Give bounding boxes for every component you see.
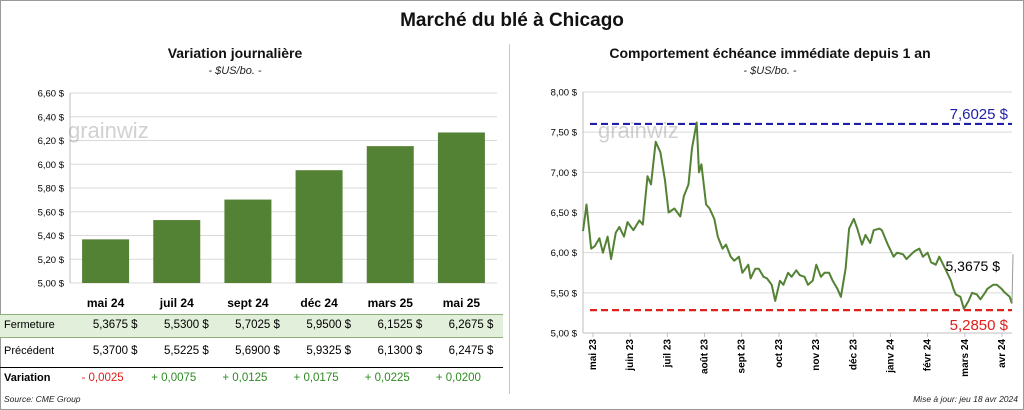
table-row-previous: Précédent 5,3700 $ 5,5225 $ 5,6900 $ 5,9… (0, 341, 503, 363)
bar-y-tick-label: 5,80 $ (38, 184, 65, 195)
line-x-tick-label: mai 23 (588, 339, 599, 371)
close-cell: 5,3675 $ (92, 319, 138, 331)
bar-y-tick-label: 6,20 $ (38, 136, 65, 147)
close-cell: 6,2675 $ (448, 319, 494, 331)
low-value-label: 5,2850 $ (950, 317, 1009, 334)
change-cell: + 0,0225 (364, 372, 410, 384)
bar-y-tick-label: 6,40 $ (38, 112, 65, 123)
row-label-previous: Précédent (4, 345, 55, 357)
line-x-tick-label: nov 23 (811, 339, 822, 371)
last-price-leader (1011, 254, 1014, 304)
previous-cell: 5,9325 $ (306, 345, 352, 357)
line-y-tick-label: 6,50 $ (551, 208, 578, 219)
high-value-label: 7,6025 $ (950, 106, 1009, 123)
right-chart-title: Comportement échéance immédiate depuis 1… (609, 45, 931, 61)
change-cell: + 0,0075 (151, 372, 197, 384)
bar-x-tick-label: mai 25 (443, 296, 481, 310)
previous-cell: 6,1300 $ (377, 345, 423, 357)
close-cell: 5,9500 $ (306, 319, 352, 331)
bar (224, 199, 272, 283)
table-row-close: Fermeture 5,3675 $ 5,5300 $ 5,7025 $ 5,9… (0, 314, 503, 338)
bar-chart: 5,00 $ 5,20 $ 5,40 $ 5,60 $ 5,80 $ 6,00 $ 6,20… (38, 89, 497, 310)
panel-divider (509, 44, 510, 394)
line-chart: 5,00 $ 5,50 $ 6,00 $ 6,50 $ 7,00 $ 7,50 $ 8,00… (551, 88, 1014, 377)
change-cell: - 0,0025 (81, 372, 124, 384)
line-y-tick-label: 5,00 $ (551, 329, 578, 340)
line-y-tick-label: 5,50 $ (551, 288, 578, 299)
left-chart-unit: - $US/bo. - (208, 65, 262, 77)
line-x-tick-label: août 23 (700, 339, 711, 374)
line-y-tick-label: 6,00 $ (551, 248, 578, 259)
price-series-line (582, 121, 1013, 310)
update-note: Mise à jour: jeu 18 avr 2024 (913, 394, 1018, 404)
previous-cell: 5,3700 $ (92, 345, 138, 357)
line-x-tick-label: avr 24 (997, 339, 1008, 368)
line-x-tick-label: sept 23 (737, 339, 748, 374)
bar-y-tick-label: 5,40 $ (38, 231, 65, 242)
right-chart-unit: - $US/bo. - (743, 65, 797, 77)
bar-y-tick-label: 5,60 $ (38, 207, 65, 218)
line-x-tick-label: oct 23 (774, 339, 785, 368)
bar (295, 170, 343, 283)
line-x-tick-label: févr 24 (923, 339, 934, 372)
line-x-tick-label: juil 23 (662, 339, 673, 369)
row-label-close: Fermeture (4, 319, 55, 331)
previous-cell: 5,6900 $ (235, 345, 280, 357)
line-y-tick-label: 7,00 $ (551, 168, 578, 179)
bar-x-tick-label: mars 25 (368, 296, 414, 310)
line-x-tick-label: déc 23 (848, 339, 859, 371)
previous-cell: 5,5225 $ (163, 345, 209, 357)
close-cell: 5,5300 $ (163, 319, 209, 331)
bar-x-tick-label: déc 24 (300, 296, 338, 310)
close-cell: 6,1525 $ (377, 319, 423, 331)
line-y-tick-label: 8,00 $ (551, 88, 578, 99)
change-cell: + 0,0125 (222, 372, 268, 384)
row-label-change: Variation (4, 372, 51, 384)
page-title: Marché du blé à Chicago (400, 10, 624, 31)
change-cell: + 0,0200 (435, 372, 481, 384)
previous-cell: 6,2475 $ (448, 345, 494, 357)
bar-y-tick-label: 5,20 $ (38, 255, 65, 266)
table-row-change: Variation - 0,0025 + 0,0075 + 0,0125 + 0… (0, 367, 503, 390)
bar (82, 239, 130, 283)
bar-x-tick-label: juil 24 (159, 296, 194, 310)
line-x-tick-label: mars 24 (960, 339, 971, 377)
close-cell: 5,7025 $ (235, 319, 280, 331)
source-note: Source: CME Group (4, 394, 81, 404)
last-value-label: 5,3675 $ (946, 258, 1001, 274)
left-chart-title: Variation journalière (167, 45, 303, 61)
line-y-tick-label: 7,50 $ (551, 128, 578, 139)
bar-watermark: grainwiz (68, 118, 149, 143)
bar-y-tick-label: 6,00 $ (38, 160, 65, 171)
line-x-tick-label: janv 24 (885, 339, 896, 374)
bar (437, 132, 485, 283)
bar-x-tick-label: sept 24 (227, 296, 269, 310)
bar-x-tick-label: mai 24 (87, 296, 125, 310)
bar-y-tick-label: 5,00 $ (38, 279, 65, 290)
bar (366, 146, 414, 283)
line-watermark: grainwiz (598, 118, 679, 143)
change-cell: + 0,0175 (293, 372, 339, 384)
line-x-tick-label: juin 23 (625, 339, 636, 372)
bar-y-tick-label: 6,60 $ (38, 89, 65, 100)
bar (153, 220, 201, 283)
